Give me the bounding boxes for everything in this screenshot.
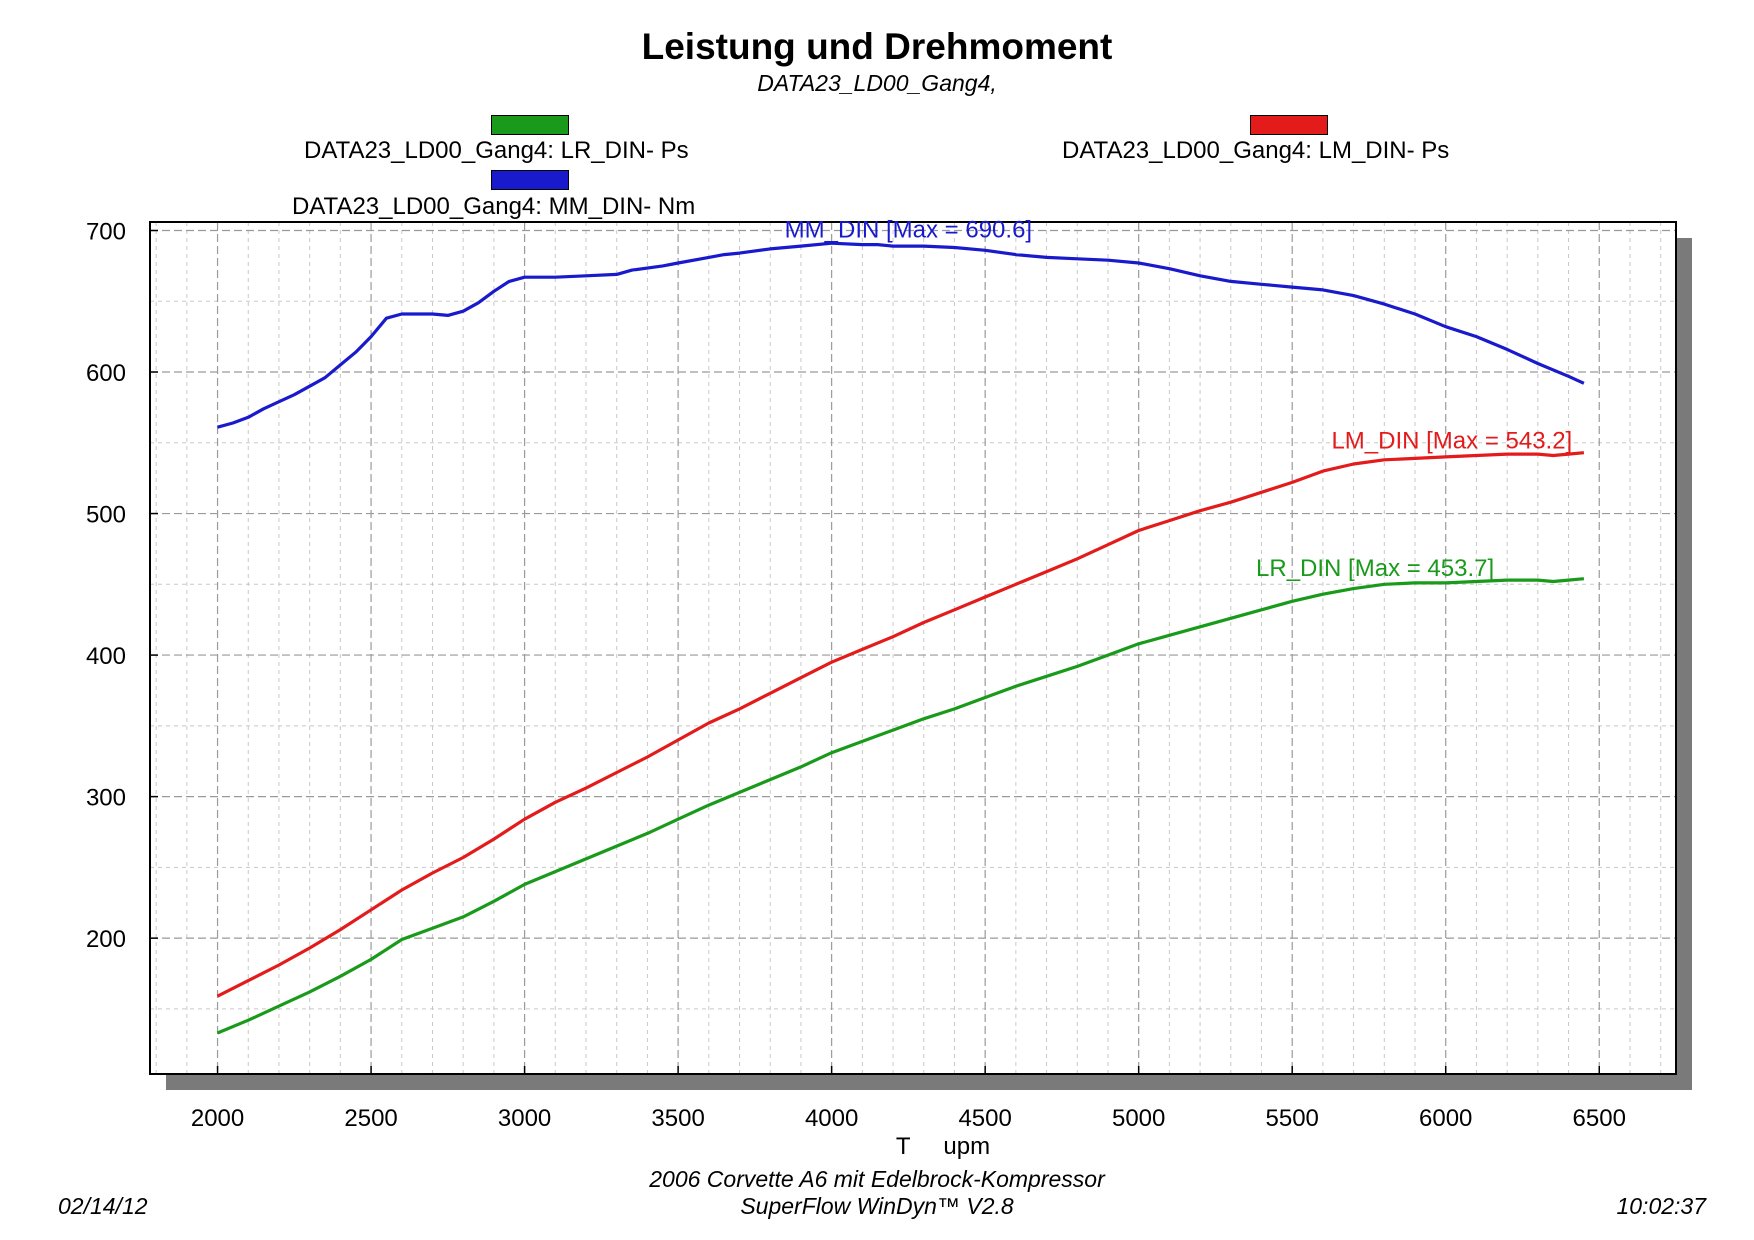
y-tick-label: 500: [86, 502, 126, 529]
x-axis-label: T upm: [896, 1133, 990, 1160]
y-tick-label: 600: [86, 360, 126, 387]
annotation-lr-din: LR_DIN [Max = 453.7]: [1256, 555, 1494, 582]
series-line-lm-din: [216, 451, 1585, 998]
chart-subtitle: DATA23_LD00_Gang4,: [757, 70, 997, 96]
y-tick-label: 400: [86, 643, 126, 670]
x-tick-label: 6500: [1573, 1105, 1626, 1132]
x-tick-label: 2500: [344, 1105, 397, 1132]
y-tick-label: 700: [86, 218, 126, 245]
footer-date: 02/14/12: [58, 1193, 148, 1219]
x-tick-label: 2000: [191, 1105, 244, 1132]
x-tick-label: 3000: [498, 1105, 551, 1132]
x-tick-label: 4500: [958, 1105, 1011, 1132]
x-tick-label: 5000: [1112, 1105, 1165, 1132]
annotation-mm-din: MM_DIN [Max = 690.6]: [785, 217, 1032, 244]
legend-label-lm: DATA23_LD00_Gang4: LM_DIN- Ps: [1062, 137, 1450, 164]
legend-label-mm: DATA23_LD00_Gang4: MM_DIN- Nm: [292, 193, 696, 220]
legend-swatch-mm: [491, 170, 569, 190]
series-line-mm-din: [217, 241, 1585, 429]
legend-swatch-lm: [1250, 115, 1328, 135]
footer-time: 10:02:37: [1616, 1193, 1706, 1219]
legend-swatch-lr: [491, 115, 569, 135]
y-tick-label: 300: [86, 785, 126, 812]
footer-caption-line1: 2006 Corvette A6 mit Edelbrock-Kompresso…: [649, 1166, 1105, 1192]
x-tick-label: 3500: [651, 1105, 704, 1132]
series-line-lr-din: [216, 577, 1585, 1035]
footer-caption-line2: SuperFlow WinDyn™ V2.8: [740, 1193, 1014, 1219]
x-tick-label: 6000: [1419, 1105, 1472, 1132]
legend-label-lr: DATA23_LD00_Gang4: LR_DIN- Ps: [304, 137, 689, 164]
y-tick-label: 200: [86, 926, 126, 953]
x-tick-label: 4000: [805, 1105, 858, 1132]
x-tick-label: 5500: [1266, 1105, 1319, 1132]
chart-title: Leistung und Drehmoment: [641, 26, 1113, 67]
plot-frame: [149, 221, 1677, 1075]
plot-background: [150, 222, 1676, 1074]
annotation-lm-din: LM_DIN [Max = 543.2]: [1331, 427, 1572, 454]
